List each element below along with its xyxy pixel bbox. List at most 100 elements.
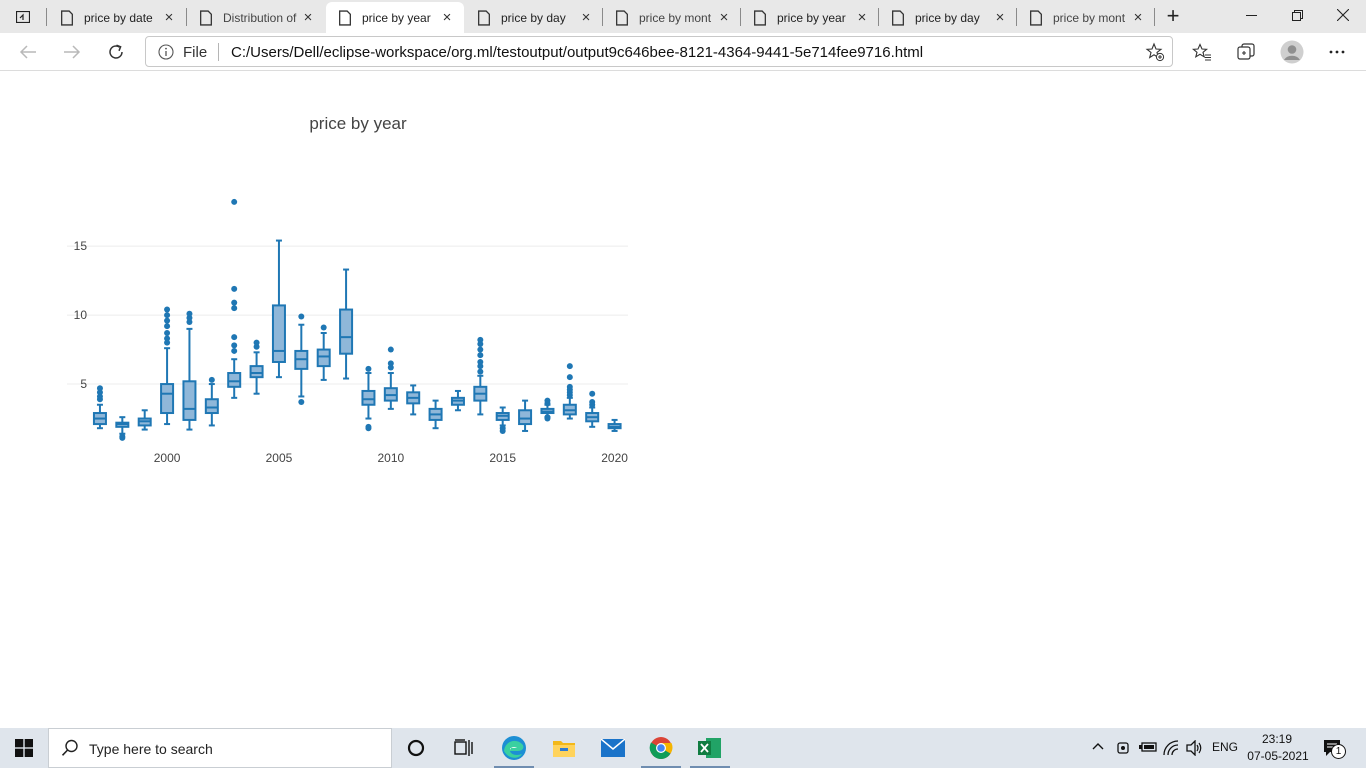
outlier-point: [253, 339, 260, 346]
star-plus-icon: [1145, 42, 1165, 62]
battery-icon[interactable]: [1139, 741, 1157, 753]
outlier-point: [477, 346, 484, 353]
outlier-point: [164, 312, 171, 319]
minimize-icon: [1245, 14, 1257, 16]
refresh-button[interactable]: [101, 37, 131, 67]
edge-taskbar-app[interactable]: [490, 728, 538, 768]
y-tick-label: 5: [80, 377, 87, 391]
tab-title: price by mont: [639, 10, 712, 25]
clock-date[interactable]: 07-05-2021: [1247, 749, 1309, 763]
forward-button[interactable]: [57, 37, 87, 67]
iqr-box: [361, 389, 376, 406]
document-icon: [892, 9, 904, 26]
box-2019: [585, 390, 600, 428]
outlier-point: [231, 305, 238, 312]
box-2006: [294, 313, 309, 405]
excel-taskbar-app[interactable]: [686, 728, 734, 768]
file-explorer-icon: [553, 741, 575, 757]
back-arrow-icon: [19, 45, 36, 59]
tab-close-button[interactable]: ×: [164, 9, 174, 26]
x-tick-label: 2020: [601, 451, 628, 465]
outlier-point: [387, 364, 394, 371]
document-icon: [1030, 9, 1042, 26]
outlier-point: [320, 324, 327, 331]
iqr-box: [227, 372, 242, 388]
tab-price-by-day-2[interactable]: price by day ×: [879, 2, 1017, 33]
box-2003: [227, 198, 242, 399]
page-content: 5 10 15 2000 2005 2010 2015 2020 price by year: [0, 72, 1366, 728]
collections-button[interactable]: [1231, 37, 1261, 67]
minimize-button[interactable]: [1228, 0, 1274, 30]
tab-close-button[interactable]: ×: [1133, 9, 1143, 26]
tab-separator: [602, 8, 603, 26]
tab-price-by-year-2[interactable]: price by year ×: [741, 2, 879, 33]
y-tick-label: 15: [74, 239, 88, 253]
volume-icon[interactable]: [1186, 740, 1204, 756]
address-url[interactable]: C:/Users/Dell/eclipse-workspace/org.ml/t…: [231, 44, 924, 61]
tab-actions-button[interactable]: [8, 6, 38, 28]
tab-title: price by mont: [1053, 10, 1126, 25]
tab-close-button[interactable]: ×: [442, 9, 452, 26]
file-explorer-taskbar-app[interactable]: [540, 728, 588, 768]
document-icon: [61, 9, 73, 26]
box-2015: [495, 406, 510, 434]
y-tick-label: 10: [74, 308, 88, 322]
task-view-icon: [454, 739, 473, 756]
tab-close-button[interactable]: ×: [303, 9, 313, 26]
tab-price-by-date[interactable]: price by date ×: [48, 2, 186, 33]
box-2012: [428, 399, 443, 430]
action-center-button[interactable]: 1: [1323, 738, 1347, 760]
language-indicator[interactable]: ENG: [1212, 740, 1239, 754]
show-hidden-icons-chevron-icon[interactable]: [1092, 742, 1104, 750]
tab-close-button[interactable]: ×: [581, 9, 591, 26]
outlier-point: [164, 306, 171, 313]
new-tab-button[interactable]: +: [1166, 3, 1180, 28]
tab-price-by-month[interactable]: price by mont ×: [603, 2, 741, 33]
start-button[interactable]: [0, 728, 48, 768]
task-view-button[interactable]: [440, 728, 488, 768]
outlier-point: [589, 390, 596, 397]
outlier-point: [387, 346, 394, 353]
info-icon[interactable]: [158, 44, 174, 60]
tab-distribution[interactable]: Distribution of ×: [187, 2, 325, 33]
outlier-point: [477, 341, 484, 348]
outlier-point: [164, 317, 171, 324]
box-2018: [562, 363, 577, 420]
tab-close-button[interactable]: ×: [857, 9, 867, 26]
cortana-button[interactable]: [392, 728, 440, 768]
outlier-point: [231, 299, 238, 306]
box-1999: [137, 409, 152, 431]
iqr-box: [271, 304, 286, 363]
tab-price-by-day[interactable]: price by day ×: [465, 2, 603, 33]
favorites-button[interactable]: [1187, 37, 1217, 67]
box-2011: [406, 384, 421, 416]
settings-more-button[interactable]: [1322, 37, 1352, 67]
box-2009: [361, 365, 376, 432]
back-button[interactable]: [13, 37, 43, 67]
tab-close-button[interactable]: ×: [995, 9, 1005, 26]
clock-time[interactable]: 23:19: [1262, 732, 1293, 746]
outlier-point: [231, 342, 238, 349]
tab-price-by-month-2[interactable]: price by mont ×: [1017, 2, 1155, 33]
restore-button[interactable]: [1274, 0, 1320, 30]
outlier-point: [96, 389, 103, 396]
meet-now-icon[interactable]: [1116, 740, 1130, 756]
tab-close-button[interactable]: ×: [719, 9, 729, 26]
tab-price-by-year-active[interactable]: price by year ×: [326, 2, 464, 33]
excel-icon: [698, 738, 721, 758]
close-icon: [1337, 9, 1349, 21]
profile-button[interactable]: [1277, 37, 1307, 67]
outlier-point: [186, 310, 193, 317]
wifi-icon[interactable]: [1163, 740, 1181, 756]
address-bar[interactable]: File C:/Users/Dell/eclipse-workspace/org…: [145, 36, 1173, 67]
close-window-button[interactable]: [1320, 0, 1366, 30]
collections-icon: [1237, 43, 1255, 60]
outlier-point: [164, 335, 171, 342]
mail-taskbar-app[interactable]: [589, 728, 637, 768]
tab-separator: [1016, 8, 1017, 26]
x-tick-label: 2015: [489, 451, 516, 465]
chrome-taskbar-app[interactable]: [637, 728, 685, 768]
outlier-point: [231, 198, 238, 205]
taskbar-search-box[interactable]: Type here to search: [48, 728, 392, 768]
add-favorite-button[interactable]: [1144, 41, 1166, 63]
